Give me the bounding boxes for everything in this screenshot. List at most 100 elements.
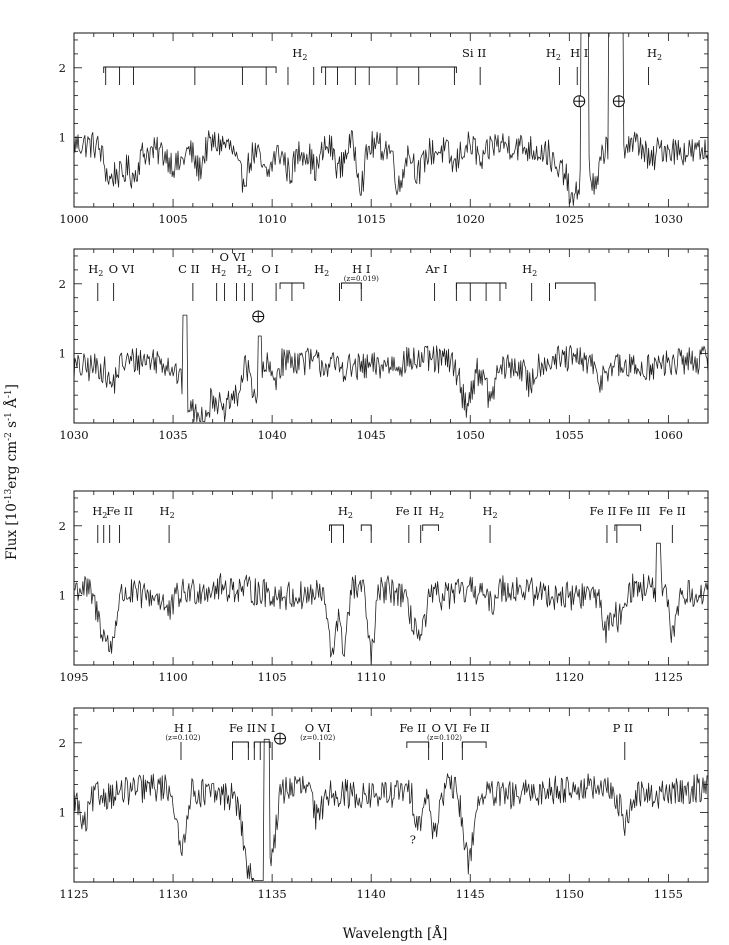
panel-2-line-label-sub: 2 [324,269,329,278]
panel-3-x-tick-label: 1120 [555,670,584,684]
panel-3-line-label: Fe III [619,504,650,518]
panel-2-x-tick-label: 1055 [555,428,584,442]
panel-4-flux-series [74,738,708,881]
panel-3-x-tick-label: 1110 [357,670,386,684]
x-axis-title: Wavelength [Å] [343,926,448,942]
panel-2-line-label-sub: 2 [247,269,252,278]
y-axis-title-exp1: -13 [4,488,14,503]
panel-4-line-label-note: (z=0.102) [300,734,335,742]
panel-2-line-label: C II [178,262,200,276]
panel-1-line-label-sub: 2 [657,53,662,62]
panel-2-line-bracket [279,282,305,289]
panel-1-x-tick-label: 1020 [456,212,485,226]
panel-1-x-tick-label: 1025 [555,212,584,226]
panel-1-x-tick-label: 1015 [357,212,386,226]
panel-2-line-label: H2 [522,262,537,278]
panel-3-line-bracket [329,524,344,531]
panel-4-line-label: Fe II [229,721,256,735]
panel-1-y-tick-label: 2 [59,61,66,75]
panel-4-x-tick-label: 1145 [456,887,485,901]
panel-4-x-tick-label: 1140 [357,887,386,901]
panel-2-line-bracket [455,282,507,289]
panel-1-line-label: H2 [292,46,307,62]
panel-2-line-bracket [554,282,596,289]
panel-3-x-tick-label: 1105 [257,670,286,684]
panel-4-y-tick-label: 2 [59,736,66,750]
y-axis-title: Flux [10-13erg cm-2 s-1 Å-1] [4,384,20,560]
panel-2-frame [73,248,709,424]
panel-2-line-label-note: (z=0.019) [344,275,379,283]
panel-2-x-tick-label: 1030 [59,428,88,442]
y-axis-title-exp2: -2 [4,432,14,441]
panel-3-x-tick-label: 1115 [456,670,485,684]
panel-3-line-label: H2 [92,504,107,520]
panel-4-line-label: O VI [432,721,458,735]
panel-2-line-label-sub: 2 [532,269,537,278]
panel-3-line-label: Fe II [590,504,617,518]
panel-1-line-label: H2 [647,46,662,62]
panel-1-line-bracket [321,66,457,73]
panel-4-x-tick-label: 1125 [59,887,88,901]
panel-3-line-label: Fe II [395,504,422,518]
panel-2-line-bracket [341,282,362,289]
panel-3-y-tick-label: 1 [59,588,66,602]
panel-4-annotation: ? [410,833,416,847]
panel-3-line-label-sub: 2 [493,511,498,520]
panel-3-line-bracket [422,524,439,531]
panel-4-line-label: P II [613,721,633,735]
panel-2-x-tick-label: 1050 [456,428,485,442]
panel-3-line-label-sub: 2 [348,511,353,520]
panel-1-line-label-sub: 2 [556,53,561,62]
panel-1-x-tick-label: 1010 [257,212,286,226]
panel-1-line-bracket [103,66,277,73]
panel-4-line-bracket [232,741,249,748]
panel-2-y-tick-label: 2 [59,277,66,291]
panel-4-line-label: O VI [305,721,331,735]
panel-3-flux-series [74,542,708,664]
y-axis-title-mid1: erg cm [4,441,20,489]
panel-3-line-label: Fe II [106,504,133,518]
panel-4-line-label: N I [257,721,275,735]
panel-4-x-tick-label: 1155 [654,887,683,901]
panel-3-line-label-sub: 2 [439,511,444,520]
panel-3-line-label-sub: 2 [102,511,107,520]
panel-2-line-label-sub: 2 [98,269,103,278]
panel-2-line-label: H2 [211,262,226,278]
panel-4-line-label: H I [174,721,192,735]
y-axis-title-end: ] [4,384,20,389]
panel-3-x-tick-label: 1095 [59,670,88,684]
panel-1-x-tick-label: 1005 [158,212,187,226]
panel-2-line-label: Ar I [425,262,448,276]
panel-1-x-tick-label: 1030 [654,212,683,226]
panel-2-line-label: O VI [109,262,135,276]
y-axis-title-exp4: -1 [4,389,14,398]
panel-3-x-tick-label: 1100 [158,670,187,684]
panel-2-line-label: O VI [220,250,246,264]
y-axis-title-base: Flux [10 [4,503,20,560]
panel-3-y-tick-label: 2 [59,519,66,533]
panel-1-line-label-sub: 2 [302,53,307,62]
panel-3-line-label: H2 [338,504,353,520]
panel-2-line-label: H2 [237,262,252,278]
panel-2-line-label: H I [352,262,370,276]
panel-1-x-tick-label: 1000 [59,212,88,226]
y-axis-title-mid3: Å [4,398,20,412]
panel-3-line-bracket [360,524,372,531]
panel-4-x-tick-label: 1135 [257,887,286,901]
y-axis-title-exp3: -1 [4,412,14,421]
panel-2-flux-series [74,314,708,423]
panel-4-y-tick-label: 1 [59,805,66,819]
panel-2-x-tick-label: 1045 [357,428,386,442]
panel-4-line-bracket [461,741,487,748]
panel-3-line-label: Fe II [659,504,686,518]
panel-4-line-label-note: (z=0.102) [165,734,200,742]
panel-2-x-tick-label: 1060 [654,428,683,442]
panel-4-line-label-note: (z=0.102) [427,734,462,742]
panel-4-line-bracket [253,741,271,748]
panel-3-line-label: H2 [160,504,175,520]
